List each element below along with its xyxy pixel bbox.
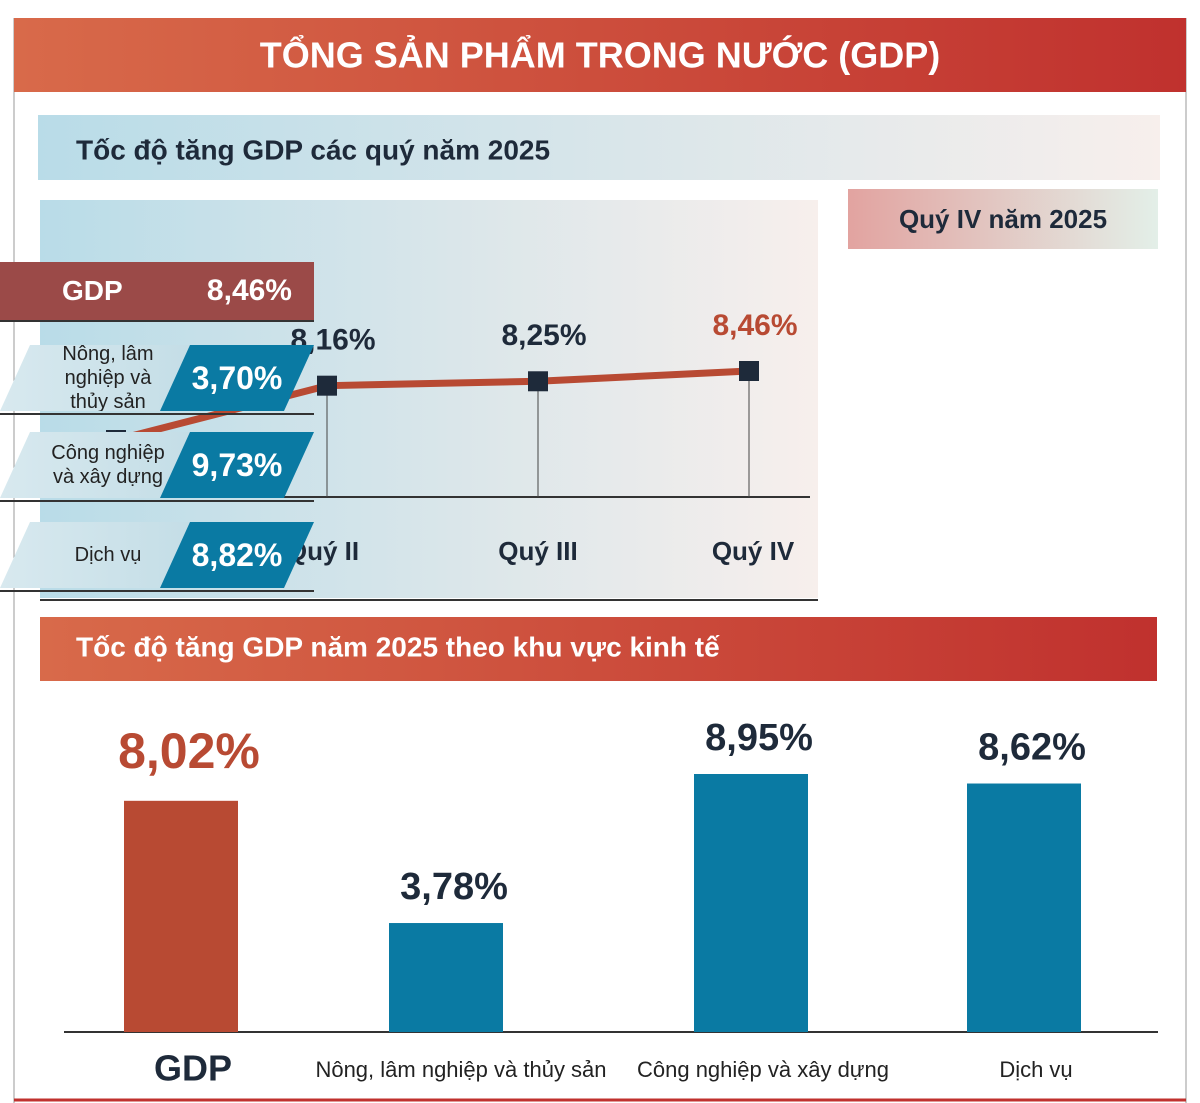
- section-title: Tốc độ tăng GDP năm 2025 theo khu vực ki…: [76, 631, 720, 662]
- marker: [739, 361, 759, 381]
- page-title: TỔNG SẢN PHẨM TRONG NƯỚC (GDP): [260, 33, 941, 76]
- item-value: 8,46%: [206, 274, 292, 307]
- x-tick-label: GDP: [154, 1048, 232, 1089]
- item-label: Nông, lâm nghiệp và thủy sản: [0, 345, 200, 411]
- x-tick-label: Nông, lâm nghiệp và thủy sản: [315, 1057, 606, 1082]
- panel-row: Dịch vụ 8,82%: [0, 522, 314, 592]
- marker: [317, 375, 337, 396]
- value-label: 8,62%: [978, 727, 1086, 769]
- section-title: Tốc độ tăng GDP các quý năm 2025: [76, 134, 550, 165]
- x-tick-label: Công nghiệp và xây dựng: [637, 1057, 889, 1082]
- x-tick-label: Quý III: [498, 536, 577, 566]
- section-header: [40, 617, 1157, 681]
- bar: [967, 783, 1081, 1032]
- panel-row: Công nghiệp và xây dựng 9,73%: [0, 432, 314, 502]
- x-tick-label: Quý IV: [712, 536, 795, 566]
- panel-row: GDP 8,46%: [0, 262, 314, 322]
- value-label: 8,95%: [705, 717, 813, 759]
- panel-header: [848, 189, 1158, 249]
- bar: [389, 923, 503, 1032]
- marker: [528, 371, 548, 392]
- value-label: 3,78%: [400, 866, 508, 908]
- panel-title: Quý IV năm 2025: [898, 203, 1108, 234]
- item-value: 8,82%: [160, 522, 314, 588]
- line: [115, 367, 750, 444]
- x-tick-label: Dịch vụ: [999, 1057, 1072, 1082]
- item-value: 9,73%: [160, 432, 314, 498]
- value-label: 8,02%: [118, 723, 260, 779]
- bar: [124, 800, 238, 1032]
- section-header: [38, 115, 1160, 180]
- value-label: 8,46%: [712, 309, 797, 342]
- item-label: GDP: [62, 275, 123, 306]
- panel-row: Nông, lâm nghiệp và thủy sản 3,70%: [0, 345, 314, 415]
- header-bar: [14, 18, 1186, 92]
- item-value: 3,70%: [160, 345, 314, 411]
- value-label: 8,25%: [501, 319, 586, 352]
- bar: [694, 774, 808, 1032]
